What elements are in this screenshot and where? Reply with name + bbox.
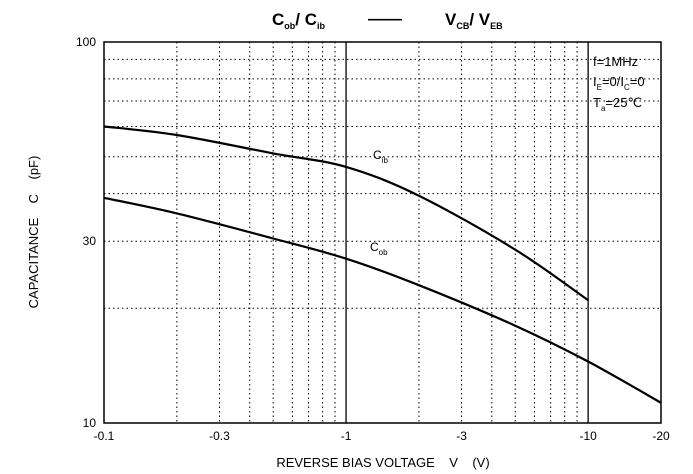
annotation-temperature: Ta=25℃ — [593, 95, 642, 113]
series-lines — [103, 125, 662, 404]
x-tick-label: -0.3 — [209, 429, 230, 443]
chart-title-right: VCB/ VEB — [445, 10, 503, 31]
y-tick-label: 30 — [83, 234, 97, 248]
annotation-frequency: f=1MHz — [593, 54, 638, 69]
plot-frame — [103, 41, 662, 424]
y-tick-label: 100 — [76, 35, 96, 49]
series-line-cob — [103, 196, 662, 404]
x-tick-label: -0.1 — [94, 429, 115, 443]
y-axis-label: CAPACITANCE C (pF) — [26, 156, 41, 309]
x-tick-label: -10 — [579, 429, 597, 443]
chart-title-dash: —— — [368, 9, 402, 28]
chart-title-left: Cob/ Cib — [272, 10, 326, 31]
series-label-cib: Cib — [373, 148, 388, 165]
y-tick-label: 10 — [83, 416, 97, 430]
annotation-current: IE=0/IC=0 — [593, 74, 645, 92]
series-label-cob: Cob — [370, 240, 388, 257]
x-tick-label: -3 — [456, 429, 467, 443]
tick-labels: -0.1 -0.3 -1 -3 -10 -20 10 30 100 — [76, 35, 670, 443]
x-axis-label: REVERSE BIAS VOLTAGE V (V) — [276, 455, 489, 470]
series-line-cib — [103, 125, 589, 302]
grid-lines — [104, 42, 661, 423]
x-tick-label: -20 — [652, 429, 670, 443]
x-tick-label: -1 — [341, 429, 352, 443]
